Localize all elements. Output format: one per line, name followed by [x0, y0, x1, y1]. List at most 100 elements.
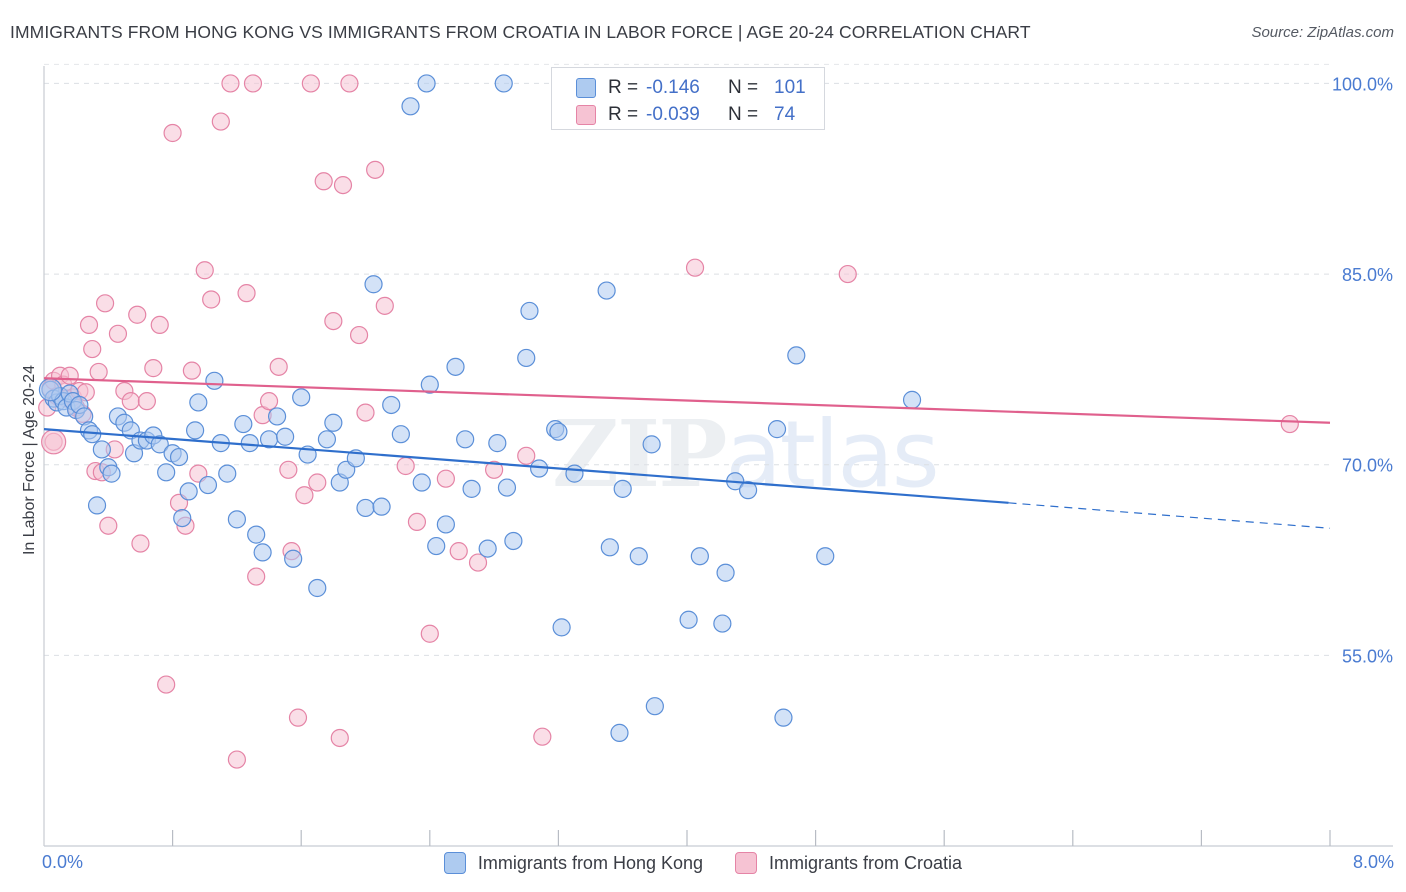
croatia-point: [517, 446, 536, 465]
croatia-point: [324, 311, 343, 331]
hong-kong-point: [488, 434, 507, 453]
hong-kong-point: [456, 430, 475, 449]
croatia-point: [288, 708, 308, 727]
croatia-point: [333, 175, 353, 195]
hong-kong-point: [391, 425, 410, 444]
legend-swatch-hong-kong: [576, 78, 596, 98]
legend-n-value-hong-kong: 101: [774, 77, 806, 98]
legend-swatch-croatia: [576, 105, 596, 125]
legend-n-label: N =: [728, 104, 759, 125]
croatia-point: [121, 392, 140, 411]
croatia-point: [485, 460, 504, 479]
legend-r-value-croatia: -0.039: [646, 104, 700, 125]
hong-kong-point: [517, 348, 536, 368]
series-legend-item-croatia: Immigrants from Croatia: [735, 852, 962, 874]
croatia-point: [227, 750, 246, 769]
croatia-point: [279, 460, 298, 479]
hong-kong-point: [530, 459, 549, 478]
croatia-point: [83, 339, 102, 359]
croatia-point: [137, 392, 156, 411]
hong-kong-point: [92, 440, 111, 459]
croatia-point: [221, 74, 240, 93]
croatia-point: [182, 361, 201, 380]
croatia-point: [356, 403, 375, 422]
croatia-point: [449, 542, 468, 561]
hong-kong-point: [597, 281, 616, 300]
hong-kong-point: [247, 525, 266, 544]
hong-kong-point: [169, 447, 189, 467]
hong-kong-point: [401, 97, 420, 116]
croatia-point: [685, 258, 705, 277]
croatia-point: [237, 284, 256, 303]
hong-kong-point: [218, 464, 237, 483]
y-tick-label: 55.0%: [1342, 646, 1393, 666]
hong-kong-point: [87, 496, 107, 515]
legend-r-value-hong-kong: -0.146: [646, 77, 700, 98]
series-legend-swatch-hong-kong: [443, 852, 466, 874]
legend-row-hong-kong: R = -0.146 N = 101: [576, 74, 806, 102]
hong-kong-point: [198, 475, 218, 495]
hong-kong-point: [645, 697, 664, 716]
hong-kong-point: [189, 393, 208, 412]
hong-kong-point: [227, 510, 246, 529]
hong-kong-point: [787, 346, 806, 365]
hong-kong-point: [716, 563, 735, 582]
hong-kong-point: [610, 723, 629, 742]
hong-kong-point: [412, 473, 431, 492]
hong-kong-point: [642, 435, 661, 454]
hong-kong-point: [173, 508, 192, 528]
croatia-point: [533, 727, 552, 746]
hong-kong-point: [629, 547, 648, 566]
hong-kong-point: [284, 549, 303, 568]
hong-kong-point: [774, 708, 793, 727]
croatia-point: [247, 567, 266, 586]
chart-title: IMMIGRANTS FROM HONG KONG VS IMMIGRANTS …: [10, 22, 1031, 42]
hong-kong-point: [738, 481, 758, 500]
series-legend-label-croatia: Immigrants from Croatia: [769, 852, 963, 873]
hong-kong-point: [494, 74, 513, 93]
hong-kong-trendline-extension: [1008, 502, 1331, 529]
hong-kong-point: [902, 390, 922, 409]
hong-kong-point: [292, 388, 311, 407]
croatia-point: [163, 123, 182, 143]
hong-kong-point: [713, 614, 732, 633]
hong-kong-trendline: [43, 428, 1009, 504]
croatia-point: [349, 325, 369, 345]
hong-kong-point: [205, 371, 224, 390]
croatia-point: [340, 74, 359, 93]
hong-kong-point: [613, 479, 632, 498]
hong-kong-point: [600, 538, 619, 557]
hong-kong-point: [497, 478, 517, 497]
hong-kong-point: [552, 618, 571, 637]
croatia-point: [420, 624, 439, 643]
croatia-point: [330, 728, 349, 748]
hong-kong-point: [157, 463, 176, 482]
correlation-legend: R = -0.146 N = 101 R = -0.039 N = 74: [551, 67, 825, 130]
hong-kong-point: [436, 515, 455, 534]
croatia-point: [375, 296, 394, 315]
croatia-point: [60, 366, 79, 385]
y-tick-label: 85.0%: [1342, 265, 1393, 285]
croatia-point: [202, 290, 221, 309]
croatia-point: [407, 512, 427, 532]
croatia-point: [79, 315, 99, 335]
hong-kong-point: [356, 498, 375, 518]
legend-n-label: N =: [728, 77, 759, 98]
croatia-point: [314, 172, 333, 191]
y-tick-label: 70.0%: [1342, 456, 1393, 476]
croatia-point: [468, 553, 488, 572]
hong-kong-point: [276, 427, 295, 446]
croatia-point: [95, 294, 115, 313]
croatia-point: [295, 486, 314, 505]
hong-kong-point: [186, 421, 205, 440]
legend-r-label: R =: [608, 104, 639, 125]
croatia-point: [308, 473, 327, 492]
hong-kong-point: [179, 482, 198, 501]
source-label: Source: ZipAtlas.com: [1251, 24, 1394, 41]
series-legend: Immigrants from Hong Kong Immigrants fro…: [0, 852, 1406, 874]
hong-kong-point: [417, 74, 436, 93]
croatia-point: [211, 112, 230, 131]
hong-kong-point: [549, 422, 568, 441]
hong-kong-point: [504, 531, 523, 551]
